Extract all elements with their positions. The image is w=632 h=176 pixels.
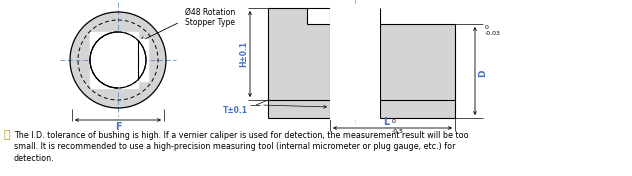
- Text: H±0.1: H±0.1: [239, 41, 248, 67]
- Bar: [268, 100, 455, 118]
- Text: Ø48 Rotation
Stopper Type: Ø48 Rotation Stopper Type: [185, 8, 235, 27]
- Text: -0.03: -0.03: [485, 31, 501, 36]
- Polygon shape: [138, 39, 148, 81]
- Text: ⓘ: ⓘ: [4, 130, 11, 140]
- Text: The I.D. tolerance of bushing is high. If a vernier caliper is used for detectio: The I.D. tolerance of bushing is high. I…: [14, 130, 468, 163]
- Circle shape: [90, 33, 145, 87]
- Text: 0: 0: [391, 119, 396, 124]
- Text: L: L: [383, 117, 389, 127]
- Text: F: F: [114, 122, 121, 132]
- Bar: [330, 6, 380, 120]
- Text: -0.5: -0.5: [391, 129, 403, 134]
- Bar: [307, 24, 455, 100]
- Text: D: D: [478, 69, 487, 77]
- Text: 0: 0: [485, 25, 489, 30]
- Polygon shape: [90, 32, 138, 88]
- Bar: [268, 8, 307, 100]
- Text: T±0.1: T±0.1: [223, 106, 248, 115]
